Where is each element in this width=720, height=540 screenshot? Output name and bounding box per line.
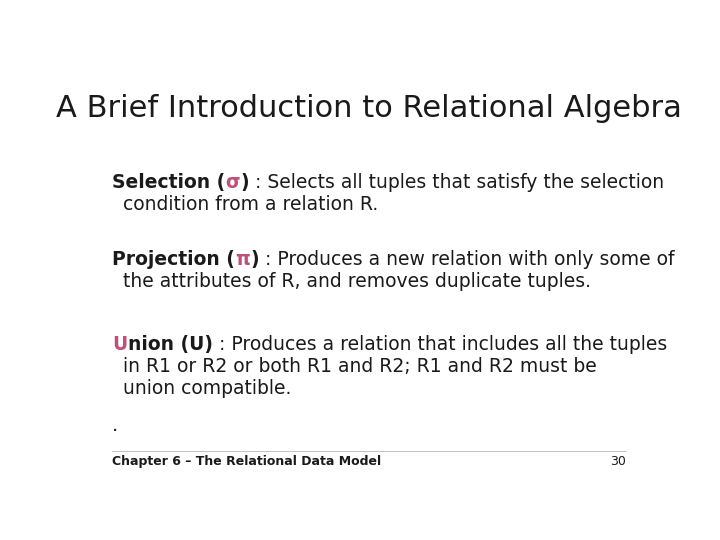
Text: U: U: [112, 335, 127, 354]
Text: : Produces a new relation with only some of: : Produces a new relation with only some…: [258, 250, 674, 269]
Text: 30: 30: [610, 455, 626, 468]
Text: σ: σ: [225, 173, 240, 192]
Text: π: π: [235, 250, 250, 269]
Text: A Brief Introduction to Relational Algebra: A Brief Introduction to Relational Algeb…: [56, 94, 682, 123]
Text: Chapter 6 – The Relational Data Model: Chapter 6 – The Relational Data Model: [112, 455, 382, 468]
Text: ): ): [250, 250, 258, 269]
Text: Selection (: Selection (: [112, 173, 225, 192]
Text: condition from a relation R.: condition from a relation R.: [124, 195, 379, 214]
Text: in R1 or R2 or both R1 and R2; R1 and R2 must be: in R1 or R2 or both R1 and R2; R1 and R2…: [124, 357, 597, 376]
Text: union compatible.: union compatible.: [124, 379, 292, 398]
Text: .: .: [112, 416, 119, 435]
Text: Projection (: Projection (: [112, 250, 235, 269]
Text: nion (U): nion (U): [127, 335, 212, 354]
Text: ): ): [240, 173, 248, 192]
Text: : Selects all tuples that satisfy the selection: : Selects all tuples that satisfy the se…: [248, 173, 664, 192]
Text: : Produces a relation that includes all the tuples: : Produces a relation that includes all …: [212, 335, 667, 354]
Text: the attributes of R, and removes duplicate tuples.: the attributes of R, and removes duplica…: [124, 272, 592, 291]
